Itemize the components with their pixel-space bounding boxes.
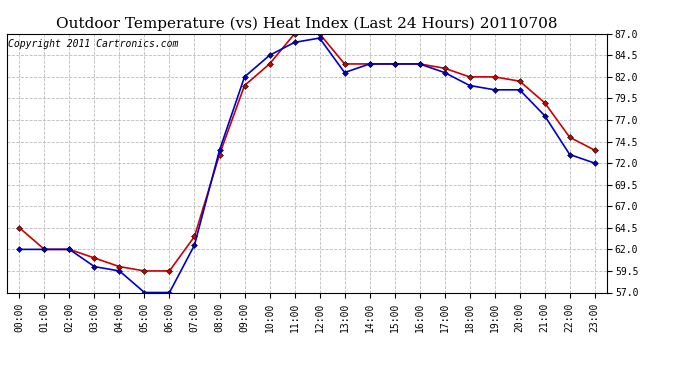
Title: Outdoor Temperature (vs) Heat Index (Last 24 Hours) 20110708: Outdoor Temperature (vs) Heat Index (Las…	[57, 17, 558, 31]
Text: Copyright 2011 Cartronics.com: Copyright 2011 Cartronics.com	[8, 39, 179, 49]
